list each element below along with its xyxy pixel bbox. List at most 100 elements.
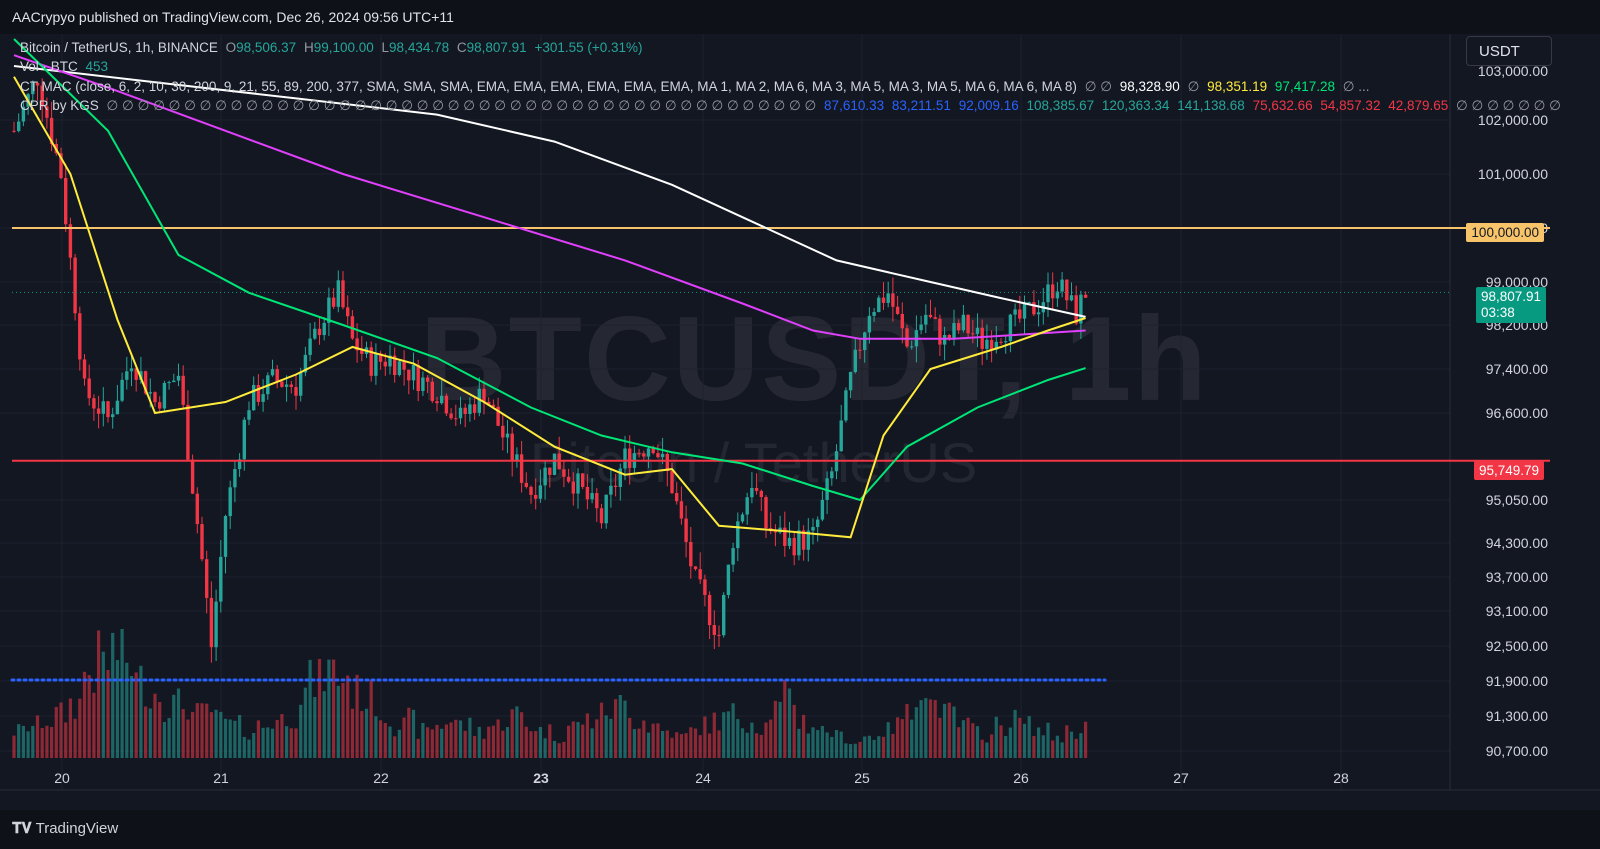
candle-body: [477, 388, 481, 413]
volume-bar: [764, 722, 768, 758]
volume-bar: [952, 706, 956, 758]
candle-body: [369, 347, 373, 376]
volume-bar: [520, 712, 524, 758]
price-axis-label: 101,000.00: [1478, 166, 1548, 182]
candle-body: [665, 453, 669, 472]
candle-body: [341, 280, 345, 308]
legend-vol-label[interactable]: Vol · BTC: [20, 59, 78, 74]
legend-volume: Vol · BTC 453: [20, 59, 112, 74]
volume-bar: [473, 735, 477, 758]
volume-bar: [881, 736, 886, 758]
legend-mac-label[interactable]: CT MAC (close, 6, 2, 10, 30, 200, 9, 21,…: [20, 79, 1077, 94]
legend-symbol[interactable]: Bitcoin / TetherUS, 1h, BINANCE: [20, 40, 218, 55]
candle-body: [73, 257, 77, 314]
volume-bar: [238, 715, 242, 758]
candle-body: [378, 353, 383, 362]
candle-body: [468, 404, 472, 414]
legend-cpr-label[interactable]: CPR by KGS: [20, 98, 99, 113]
candle-body: [374, 353, 378, 376]
candle-body: [848, 371, 853, 391]
volume-bar: [491, 725, 495, 758]
candle-body: [35, 82, 40, 86]
resistance-price-tag: 100,000.00: [1466, 223, 1544, 242]
volume-bar: [722, 712, 726, 758]
legend-cpr-green-1: 108,385.67: [1026, 98, 1095, 113]
candle-body: [590, 493, 594, 500]
tradingview-logo[interactable]: 𝐓𝐕 TradingView: [12, 820, 118, 837]
candle-body: [425, 377, 430, 382]
legend-low: 98,434.78: [389, 40, 450, 55]
volume-bar: [1055, 735, 1059, 758]
candle-body: [731, 548, 735, 565]
candle-body: [331, 297, 336, 307]
volume-bar: [679, 734, 683, 758]
volume-bar: [289, 728, 293, 758]
legend-close-label: C: [456, 40, 467, 55]
candle-body: [322, 322, 326, 336]
candle-body: [820, 499, 825, 520]
volume-bar: [614, 699, 618, 758]
candle-body: [1069, 295, 1074, 301]
candle-body: [947, 334, 951, 340]
volume-bar: [129, 676, 134, 758]
candle-body: [120, 379, 124, 401]
candle-body: [1013, 309, 1017, 315]
volume-bar: [557, 743, 561, 758]
candle-body: [722, 594, 726, 636]
candle-body: [40, 85, 44, 107]
volume-bar: [50, 726, 54, 758]
volume-bar: [590, 728, 594, 758]
candle-body: [68, 224, 73, 258]
volume-bar: [816, 730, 820, 758]
volume-bar: [12, 735, 16, 758]
candle-body: [214, 601, 218, 648]
volume-bar: [999, 725, 1003, 758]
volume-bar: [759, 734, 763, 758]
volume-bar: [717, 730, 721, 758]
candle-body: [129, 368, 134, 372]
volume-bar: [134, 672, 138, 758]
legend-cpr-blue-3: 92,009.16: [958, 98, 1019, 113]
candle-body: [275, 369, 279, 382]
volume-bar: [534, 731, 538, 758]
legend-vol-value: 453: [85, 59, 109, 74]
candle-body: [17, 121, 21, 132]
volume-bar: [73, 718, 77, 758]
legend-high: 99,100.00: [313, 40, 374, 55]
candle-body: [1065, 279, 1069, 301]
candle-body: [811, 527, 815, 531]
candle-body: [233, 469, 237, 488]
volume-bar: [731, 703, 735, 758]
volume-bar: [849, 744, 853, 758]
volume-bar: [430, 729, 434, 758]
currency-selector[interactable]: USDT: [1466, 36, 1552, 66]
candle-body: [971, 333, 975, 335]
volume-bar: [524, 726, 528, 758]
volume-bar: [45, 725, 49, 758]
volume-bar: [661, 730, 665, 758]
candle-body: [228, 487, 232, 517]
volume-bar: [924, 698, 928, 758]
candle-body: [167, 382, 171, 384]
candle-body: [534, 494, 538, 499]
candle-body: [308, 338, 312, 355]
candle-body: [891, 293, 895, 307]
candle-body: [1060, 279, 1064, 292]
volume-bar: [40, 728, 44, 758]
candle-body: [115, 400, 120, 415]
candle-body: [933, 317, 937, 319]
legend-open-label: O: [225, 40, 237, 55]
candle-body: [261, 394, 265, 402]
volume-bar: [1037, 727, 1041, 758]
volume-bar: [1032, 736, 1036, 758]
candle-body: [501, 425, 505, 438]
candle-body: [1074, 295, 1078, 324]
volume-bar: [618, 694, 622, 758]
volume-bar: [1008, 727, 1012, 758]
volume-bar: [792, 704, 796, 758]
candle-body: [463, 407, 467, 414]
volume-bar: [125, 662, 129, 758]
legend-cpr-green-2: 120,363.34: [1101, 98, 1170, 113]
candle-body: [1008, 314, 1013, 342]
